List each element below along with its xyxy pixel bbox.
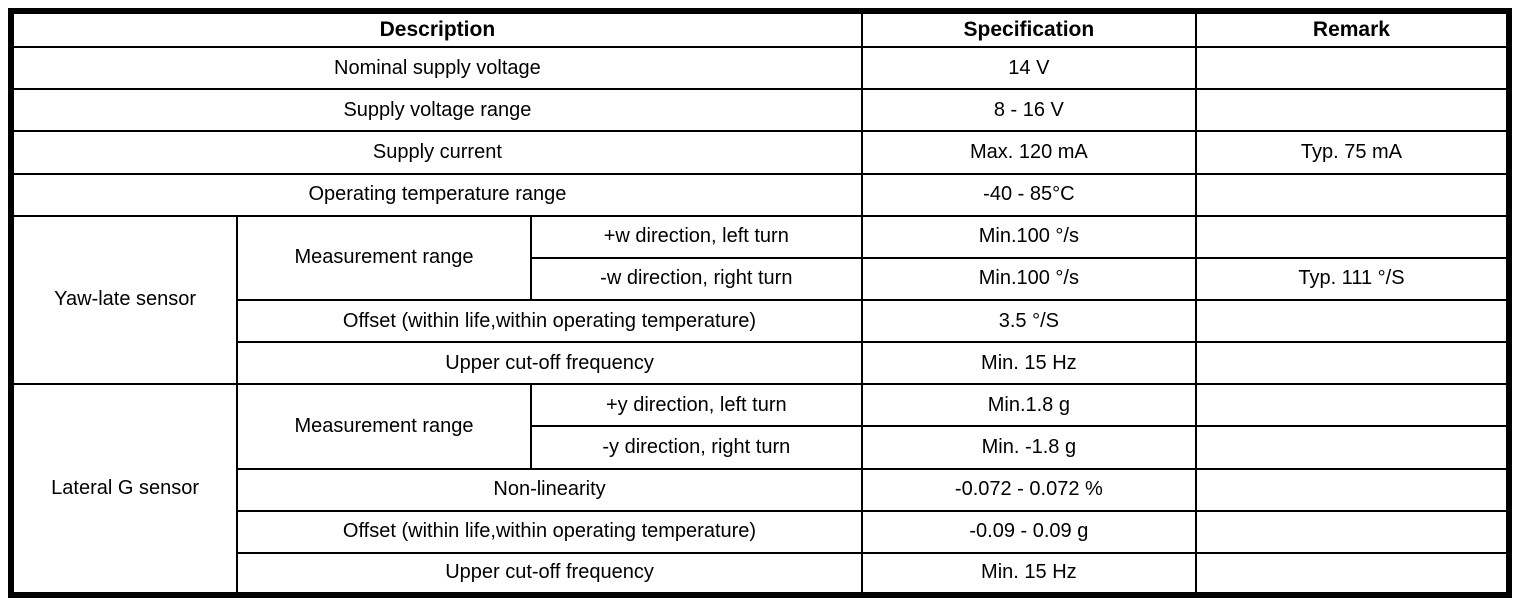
table-row-supply-voltage-range: Supply voltage range 8 - 16 V: [10, 88, 1511, 133]
table-row-nominal-supply-voltage: Nominal supply voltage 14 V: [10, 46, 1511, 91]
description-cell: Upper cut-off frequency: [236, 341, 863, 386]
specification-cell: 14 V: [860, 46, 1197, 91]
table-row-lateral-upper-cutoff: Upper cut-off frequency Min. 15 Hz: [11, 551, 1511, 597]
specification-cell: Max. 120 mA: [860, 130, 1197, 175]
specification-cell: 3.5 °/S: [860, 298, 1197, 344]
remark-cell: [1194, 551, 1511, 597]
column-header-specification: Specification: [860, 9, 1197, 49]
description-cell: +y direction, left turn: [529, 383, 863, 428]
table-row-operating-temperature-range: Operating temperature range -40 - 85°C: [10, 172, 1511, 217]
table-row-lateral-plus-y: Lateral G sensor Measurement range +y di…: [9, 383, 1511, 596]
description-cell: Nominal supply voltage: [10, 46, 863, 91]
remark-cell: [1194, 509, 1511, 554]
remark-cell: [1194, 46, 1511, 91]
specification-cell: -0.09 - 0.09 g: [860, 509, 1197, 554]
specification-cell: Min.100 °/s: [860, 256, 1197, 301]
remark-cell: [1194, 383, 1511, 428]
table-row-supply-current: Supply current Max. 120 mA Typ. 75 mA: [10, 130, 1511, 175]
remark-cell: [1194, 467, 1511, 512]
header-row: Description Specification Remark: [10, 9, 1511, 49]
table-row-yaw-upper-cutoff: Upper cut-off frequency Min. 15 Hz: [11, 341, 1511, 386]
measurement-range-cell: Measurement range: [236, 383, 532, 470]
description-cell: Supply current: [10, 130, 863, 175]
description-cell: Supply voltage range: [10, 88, 863, 133]
remark-cell: [1194, 172, 1511, 217]
specification-cell: -0.072 - 0.072 %: [860, 467, 1197, 512]
table-row-lateral-offset: Offset (within life,within operating tem…: [11, 509, 1511, 554]
remark-cell: Typ. 75 mA: [1194, 130, 1511, 175]
table-row-lateral-nonlinearity: Non-linearity -0.072 - 0.072 %: [11, 467, 1511, 512]
remark-cell: [1194, 425, 1511, 470]
remark-cell: Typ. 111 °/S: [1194, 256, 1511, 301]
remark-cell: [1194, 214, 1511, 259]
table-row-yaw-plus-w: Yaw-late sensor Measurement range +w dir…: [9, 214, 1511, 386]
description-cell: Offset (within life,within operating tem…: [236, 298, 863, 344]
description-cell: Offset (within life,within operating tem…: [236, 509, 863, 554]
specification-cell: Min. 15 Hz: [860, 551, 1197, 597]
specification-cell: Min.1.8 g: [860, 383, 1197, 428]
sensor-name-cell-yaw: Yaw-late sensor: [9, 214, 239, 386]
specification-cell: Min. 15 Hz: [860, 341, 1197, 386]
table-row-lateral-minus-y: -y direction, right turn Min. -1.8 g: [11, 425, 1511, 470]
description-cell: -y direction, right turn: [529, 425, 863, 470]
description-cell: Non-linearity: [236, 467, 863, 512]
column-header-remark: Remark: [1194, 9, 1511, 49]
specification-cell: Min.100 °/s: [860, 214, 1197, 259]
description-cell: Upper cut-off frequency: [236, 551, 863, 597]
specification-cell: 8 - 16 V: [860, 88, 1197, 133]
description-cell: +w direction, left turn: [529, 214, 863, 259]
column-header-description: Description: [10, 9, 863, 49]
description-cell: -w direction, right turn: [529, 256, 863, 301]
remark-cell: [1194, 341, 1511, 386]
table-row-yaw-offset: Offset (within life,within operating tem…: [11, 298, 1511, 344]
measurement-range-cell: Measurement range: [236, 214, 532, 301]
description-cell: Operating temperature range: [10, 172, 863, 217]
specification-cell: Min. -1.8 g: [860, 425, 1197, 470]
table-row-yaw-minus-w: -w direction, right turn Min.100 °/s Typ…: [11, 256, 1511, 301]
sensor-specification-table: Description Specification Remark Nominal…: [8, 8, 1512, 598]
sensor-name-cell-lateral: Lateral G sensor: [9, 383, 239, 596]
remark-cell: [1194, 88, 1511, 133]
specification-cell: -40 - 85°C: [860, 172, 1197, 217]
remark-cell: [1194, 298, 1511, 344]
